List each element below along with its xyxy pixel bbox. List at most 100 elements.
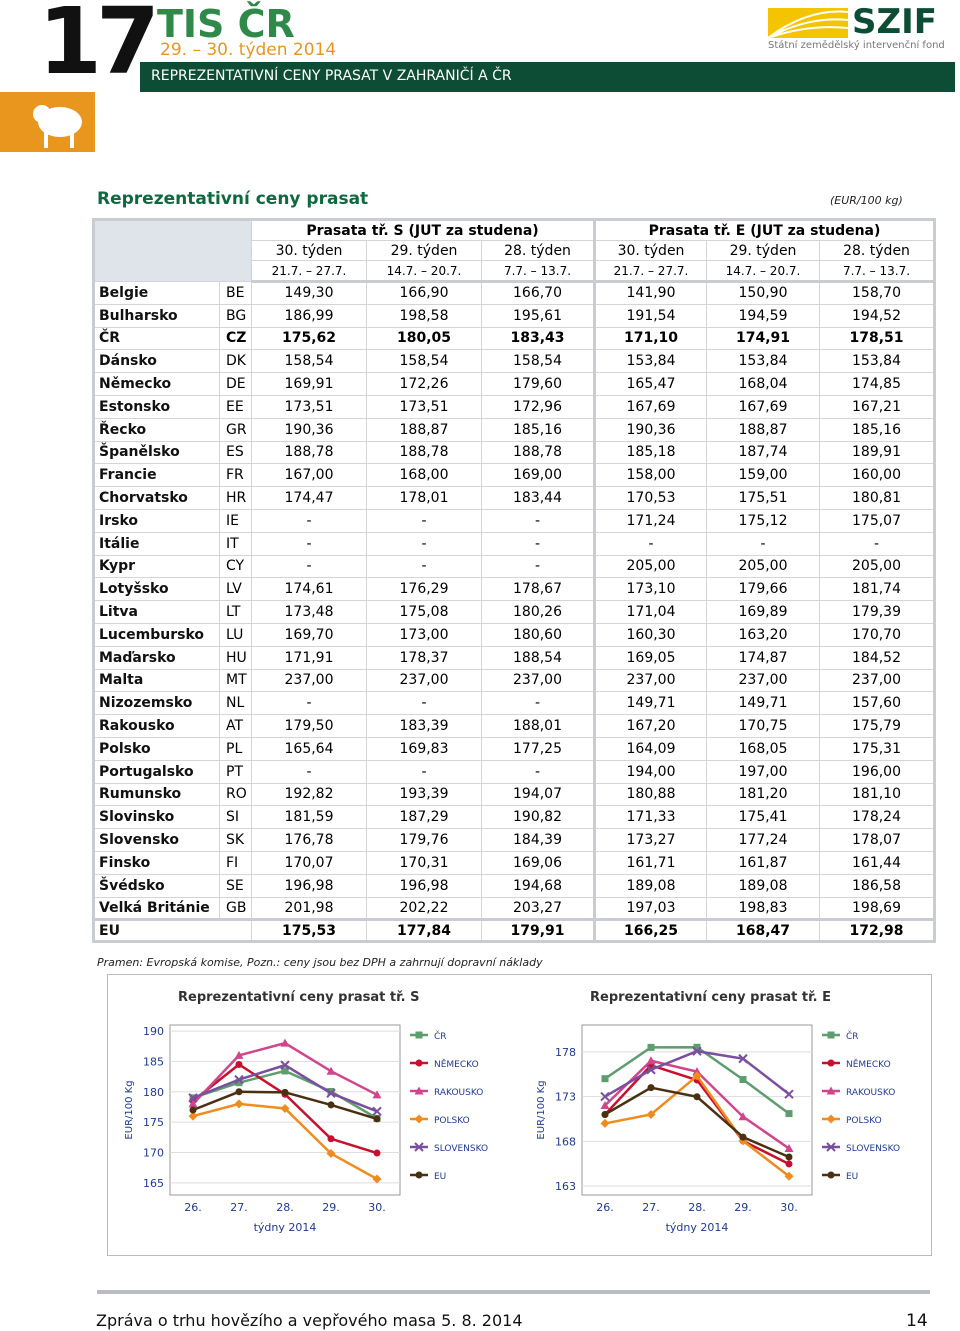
price-cell: 149,30 xyxy=(251,281,367,305)
price-cell: 189,91 xyxy=(819,440,935,465)
table-row: EU 175,53 177,84 179,91 166,25 168,47 172,98 xyxy=(93,918,935,943)
marker xyxy=(234,1099,244,1109)
price-cell: 169,05 xyxy=(593,645,707,670)
table-unit: (EUR/100 kg) xyxy=(830,194,903,207)
table-row: Švédsko SE 196,98 196,98 194,68 189,08 189,08 1… xyxy=(93,873,935,898)
price-cell: 180,81 xyxy=(819,486,935,510)
price-cell: - xyxy=(481,554,595,579)
price-cell: 181,20 xyxy=(706,782,820,807)
date-header: 21.7. – 27.7. xyxy=(251,260,367,283)
y-tick-label: 163 xyxy=(555,1180,576,1193)
source-note: Pramen: Evropská komise, Pozn.: ceny jso… xyxy=(97,956,543,969)
price-cell: 181,74 xyxy=(819,577,935,602)
marker xyxy=(785,1110,793,1118)
marker xyxy=(327,1135,335,1143)
price-cell: 187,74 xyxy=(706,440,820,465)
price-cell: 179,91 xyxy=(481,918,595,943)
price-cell: 191,54 xyxy=(593,303,707,328)
price-cell: 171,04 xyxy=(593,600,707,624)
price-cell: 165,64 xyxy=(251,736,367,761)
price-cell: 173,51 xyxy=(366,394,482,419)
country-name: Kypr xyxy=(93,554,220,579)
table-row: Prasata tř. S (JUT za studena) Prasata tř… xyxy=(93,219,935,282)
price-cell: - xyxy=(481,691,595,716)
country-name: Portugalsko xyxy=(93,759,220,784)
y-tick-label: 178 xyxy=(555,1046,576,1059)
marker xyxy=(188,1093,198,1103)
price-cell: 198,58 xyxy=(366,303,482,328)
date-header: 14.7. – 20.7. xyxy=(706,260,820,283)
price-cell: 194,59 xyxy=(706,303,820,328)
marker xyxy=(281,1067,289,1075)
table-row: Belgie BE 149,30 166,90 166,70 141,90 150,90 15… xyxy=(93,281,935,305)
marker xyxy=(692,1067,702,1076)
price-cell: 179,76 xyxy=(366,828,482,852)
week-header: 29. týden xyxy=(366,240,482,261)
country-name: Německo xyxy=(93,372,220,396)
x-tick-label: 30. xyxy=(780,1201,798,1214)
price-cell: 141,90 xyxy=(593,281,707,305)
marker xyxy=(646,1109,656,1119)
price-cell: 186,99 xyxy=(251,303,367,328)
marker xyxy=(738,1136,748,1146)
marker xyxy=(826,1086,836,1095)
y-axis-label: EUR/100 Kg xyxy=(124,1080,135,1139)
country-name: Bulharsko xyxy=(93,303,220,328)
table-row: Finsko FI 170,07 170,31 169,06 161,71 161,87 16… xyxy=(93,850,935,875)
marker xyxy=(372,1090,382,1099)
price-cell: 237,00 xyxy=(706,668,820,693)
price-cell: 188,78 xyxy=(251,440,367,465)
marker xyxy=(738,1053,748,1064)
marker xyxy=(600,1101,610,1110)
marker xyxy=(826,1142,836,1152)
y-axis-label: EUR/100 Kg xyxy=(536,1080,547,1139)
country-name: Francie xyxy=(93,463,220,488)
marker xyxy=(600,1091,610,1102)
price-cell: 174,87 xyxy=(706,645,820,670)
price-cell: 237,00 xyxy=(481,668,595,693)
marker xyxy=(415,1031,423,1039)
country-code: LU xyxy=(219,622,252,647)
price-cell: 175,62 xyxy=(251,326,367,351)
marker xyxy=(693,1043,701,1051)
price-cell: 203,27 xyxy=(481,896,595,921)
price-cell: 161,44 xyxy=(819,850,935,875)
price-cell: 185,16 xyxy=(481,417,595,442)
week-header: 28. týden xyxy=(819,240,935,261)
price-cell: 178,67 xyxy=(481,577,595,602)
x-tick-label: 28. xyxy=(688,1201,706,1214)
price-cell: 173,27 xyxy=(593,828,707,852)
country-code: DK xyxy=(219,349,252,374)
date-header: 14.7. – 20.7. xyxy=(366,260,482,283)
table-row: Německo DE 169,91 172,26 179,60 165,47 168,04 1… xyxy=(93,372,935,396)
chart-title: Reprezentativní ceny prasat tř. S xyxy=(178,990,419,1005)
price-cell: 178,51 xyxy=(819,326,935,351)
header-subtitle: 29. – 30. týden 2014 xyxy=(160,40,337,60)
price-cell: 153,84 xyxy=(819,349,935,374)
price-cell: 175,79 xyxy=(819,714,935,738)
price-cell: 183,43 xyxy=(481,326,595,351)
chart: Reprezentativní ceny prasat tř. S 165 170 1… xyxy=(124,990,488,1234)
price-cell: 180,26 xyxy=(481,600,595,624)
marker xyxy=(326,1088,336,1098)
price-cell: 171,10 xyxy=(593,326,707,351)
price-cell: 158,54 xyxy=(251,349,367,374)
country-code: HU xyxy=(219,645,252,670)
price-cell: - xyxy=(251,691,367,716)
country-name: Švédsko xyxy=(93,873,220,898)
marker xyxy=(372,1174,382,1184)
marker xyxy=(692,1046,702,1056)
price-cell: 183,44 xyxy=(481,486,595,510)
price-cell: 164,09 xyxy=(593,736,707,761)
country-name: Lotyšsko xyxy=(93,577,220,602)
price-cell: 180,60 xyxy=(481,622,595,647)
price-cell: 237,00 xyxy=(593,668,707,693)
issue-number: 17 xyxy=(38,0,160,95)
charts-frame xyxy=(107,974,932,1256)
plot-area xyxy=(581,1024,813,1196)
week-header: 28. týden xyxy=(481,240,595,261)
price-cell: 159,00 xyxy=(706,463,820,488)
price-cell: 167,69 xyxy=(706,394,820,419)
y-tick-label: 180 xyxy=(143,1086,164,1099)
marker xyxy=(280,1060,290,1070)
